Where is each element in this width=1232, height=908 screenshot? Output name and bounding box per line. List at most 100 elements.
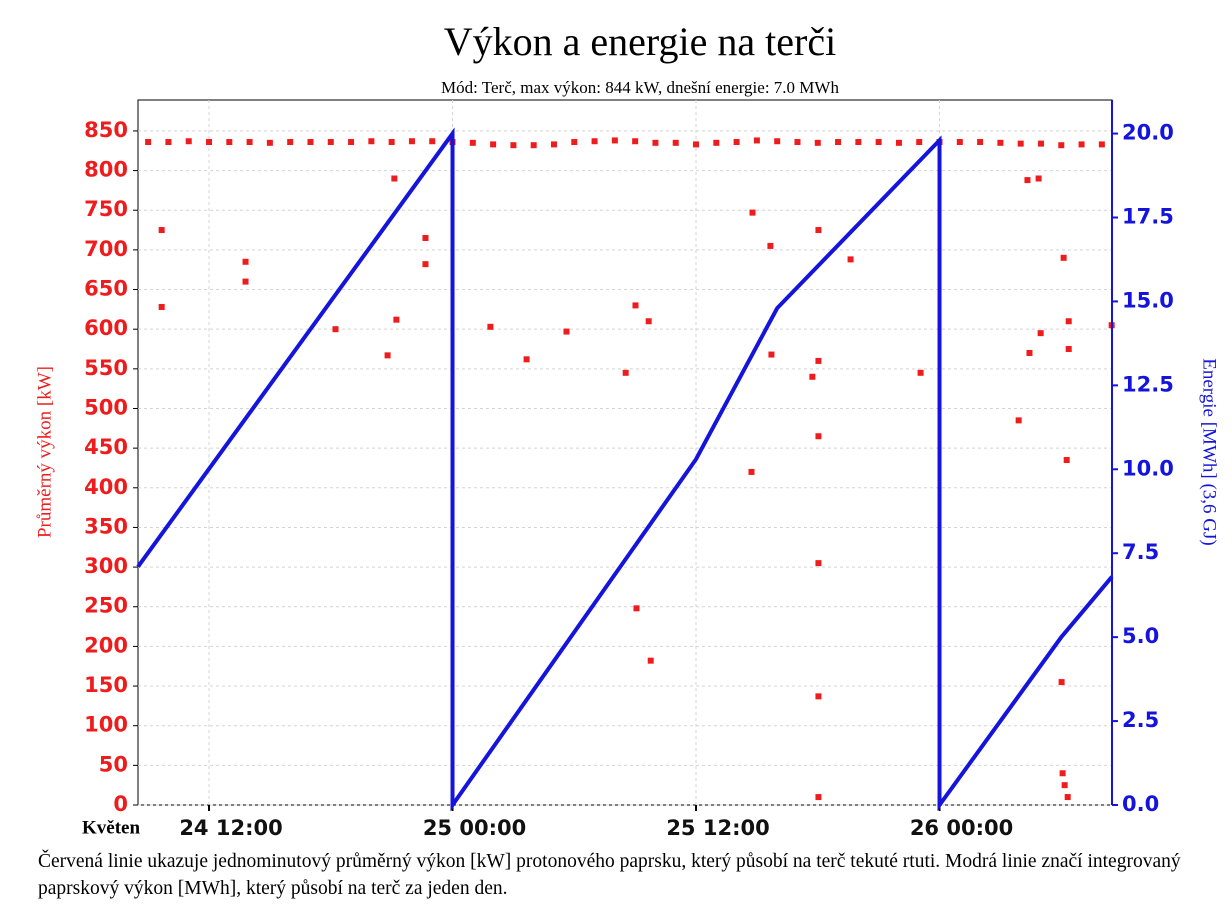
data-point [242, 258, 249, 265]
y-tick-label: 700 [84, 237, 128, 261]
data-point [768, 351, 775, 358]
y-tick-label: 500 [84, 395, 128, 419]
y-axis-label: Průměrný výkon [kW] [34, 366, 55, 538]
data-point [977, 139, 984, 146]
y-tick-label: 650 [84, 277, 128, 301]
data-point [530, 142, 537, 149]
data-point [997, 139, 1004, 146]
y2-tick-label: 0.0 [1122, 792, 1159, 816]
x-tick-label: 26 00:00 [910, 816, 1013, 840]
data-point [348, 139, 355, 146]
data-point [563, 328, 570, 335]
data-point [753, 137, 760, 144]
data-point [847, 256, 854, 263]
data-point [429, 138, 436, 145]
x-tick-label: 24 12:00 [179, 816, 282, 840]
data-point [855, 139, 862, 146]
y2-tick-label: 5.0 [1122, 624, 1159, 648]
data-point [246, 139, 253, 146]
data-point [368, 138, 375, 145]
data-point [384, 352, 391, 359]
data-point [672, 139, 679, 146]
y-tick-label: 400 [84, 475, 128, 499]
data-point [1035, 175, 1042, 182]
y2-tick-label: 17.5 [1122, 205, 1174, 229]
data-point [510, 142, 517, 149]
y-tick-label: 850 [84, 118, 128, 142]
data-point [875, 139, 882, 146]
y-tick-label: 600 [84, 316, 128, 340]
data-point [1058, 679, 1065, 686]
data-point [815, 560, 822, 567]
data-point [748, 468, 755, 475]
data-point [749, 209, 756, 216]
data-point [647, 657, 654, 664]
data-point [332, 326, 339, 333]
chart-title: Výkon a energie na terči [444, 19, 836, 64]
data-point [1098, 141, 1105, 148]
data-point [815, 433, 822, 440]
data-point [388, 139, 395, 146]
y-tick-label: 350 [84, 514, 128, 538]
data-point [916, 139, 923, 146]
data-point [815, 693, 822, 700]
x-tick-label: 25 12:00 [666, 816, 769, 840]
y-tick-label: 300 [84, 554, 128, 578]
data-point [591, 138, 598, 145]
data-point [469, 139, 476, 146]
data-point [1065, 318, 1072, 325]
chart-subtitle: Mód: Terč, max výkon: 844 kW, dnešní ene… [441, 78, 839, 97]
data-point [391, 175, 398, 182]
data-point [165, 139, 172, 146]
data-point [1037, 140, 1044, 147]
data-point [956, 139, 963, 146]
data-point [917, 369, 924, 376]
data-point [266, 139, 273, 146]
data-point [206, 139, 213, 146]
data-point [158, 227, 165, 234]
data-point [1026, 349, 1033, 356]
data-point [1037, 330, 1044, 337]
data-point [693, 141, 700, 148]
data-point [487, 323, 494, 330]
y2-axis-label: Energie [MWh] (3,6 GJ) [1199, 358, 1220, 546]
data-point [185, 138, 192, 145]
y2-tick-label: 7.5 [1122, 540, 1159, 564]
y-tick-label: 800 [84, 158, 128, 182]
data-point [895, 139, 902, 146]
data-point [809, 373, 816, 380]
data-point [408, 138, 415, 145]
y-tick-label: 450 [84, 435, 128, 459]
data-point [1078, 141, 1085, 148]
data-point [571, 139, 578, 146]
energy-line [136, 127, 1114, 812]
data-point [393, 316, 400, 323]
x-tick-label: 25 00:00 [423, 816, 526, 840]
data-point [550, 141, 557, 148]
y2-tick-label: 20.0 [1122, 121, 1174, 145]
data-point [632, 138, 639, 145]
data-point [158, 303, 165, 310]
data-point [242, 278, 249, 285]
data-point [287, 139, 294, 146]
data-point [815, 794, 822, 801]
data-point [1017, 140, 1024, 147]
y-tick-label: 100 [84, 713, 128, 737]
data-point [733, 139, 740, 146]
data-point [145, 139, 152, 146]
data-point [490, 141, 497, 148]
data-point [794, 139, 801, 146]
data-point [1061, 782, 1068, 789]
data-point [1063, 457, 1070, 464]
y-tick-label: 550 [84, 356, 128, 380]
data-point [307, 139, 314, 146]
data-point [622, 369, 629, 376]
y-tick-label: 50 [99, 752, 128, 776]
data-point [422, 261, 429, 268]
data-point [226, 139, 233, 146]
data-point [814, 139, 821, 146]
y2-tick-label: 10.0 [1122, 456, 1174, 480]
y-tick-label: 150 [84, 673, 128, 697]
y-tick-label: 750 [84, 197, 128, 221]
